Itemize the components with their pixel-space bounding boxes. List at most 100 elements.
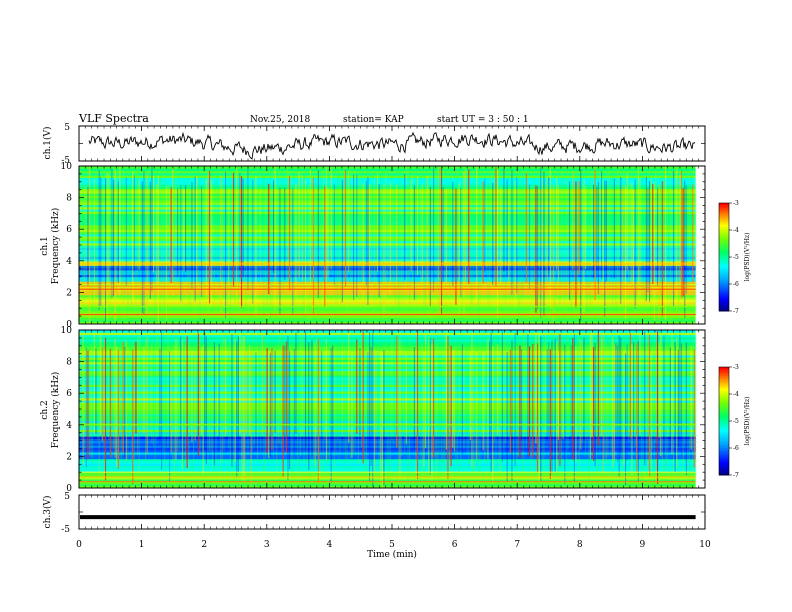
sferic-streak [364, 334, 366, 477]
sferic-streak [529, 184, 531, 290]
frequency-band [79, 175, 696, 178]
sferic-streak [364, 166, 366, 317]
sferic-streak [460, 187, 462, 298]
frequency-band [79, 422, 696, 426]
sferic-streak [185, 185, 187, 273]
colorbar-segment [719, 368, 729, 372]
sferic-streak [581, 331, 583, 443]
sferic-streak [604, 180, 606, 317]
sferic-streak [554, 186, 556, 320]
sferic-streak [292, 340, 294, 479]
frequency-band [79, 303, 696, 307]
frequency-band [79, 433, 696, 437]
sferic-streak [257, 342, 259, 459]
sferic-streak [335, 348, 337, 456]
sferic-streak [135, 172, 137, 316]
colorbar-tick-label: -3 [733, 200, 739, 207]
sferic-streak [489, 182, 491, 309]
sferic-streak [578, 180, 580, 274]
sferic-streak [660, 334, 662, 457]
colorbar-segment [719, 399, 729, 402]
sferic-streak [660, 178, 662, 296]
sferic-streak [225, 338, 227, 437]
frequency-band [79, 372, 696, 376]
sferic-streak [191, 181, 193, 290]
sferic-streak [316, 336, 318, 457]
sferic-streak [473, 180, 475, 284]
sferic-streak [679, 334, 681, 448]
sferic-streak [325, 166, 327, 282]
colorbar-segment [719, 397, 729, 400]
sferic-streak [417, 176, 419, 276]
sferic-streak [642, 349, 644, 488]
colorbar-segment [719, 217, 729, 220]
sferic-streak [188, 342, 190, 474]
colorbar-segment [719, 264, 729, 267]
frequency-band [79, 220, 696, 224]
sferic-streak [268, 183, 270, 295]
sferic-streak [513, 169, 515, 297]
sferic-streak [637, 168, 639, 304]
frequency-band [79, 317, 696, 321]
colorbar-segment [719, 437, 729, 440]
sferic-streak [655, 340, 657, 442]
colorbar-segment [719, 224, 729, 227]
frequency-band [79, 267, 696, 271]
sferic-streak [626, 344, 628, 461]
sferic-streak [479, 174, 481, 316]
sferic-streak [87, 187, 89, 287]
sferic-streak [93, 178, 95, 303]
sferic-streak [335, 188, 337, 318]
sferic-streak [202, 186, 204, 287]
sferic-streak [201, 186, 203, 297]
sferic-streak [250, 350, 252, 486]
sferic-streak [455, 188, 457, 305]
colorbar-segment [719, 255, 729, 258]
colorbar-segment [719, 395, 729, 399]
sferic-streak [109, 348, 111, 458]
frequency-band [79, 472, 696, 476]
sferic-streak [393, 330, 395, 446]
colorbar-segment [719, 235, 729, 238]
sferic-streak [159, 348, 161, 445]
sferic-streak [277, 167, 279, 295]
colorbar-segment [719, 273, 729, 276]
sferic-streak [468, 169, 470, 285]
sferic-streak [487, 337, 489, 459]
y-tick-label: 4 [66, 421, 72, 431]
colorbar-segment [719, 401, 729, 404]
frequency-band [79, 240, 696, 244]
y-tick-label: 2 [66, 452, 72, 462]
sferic-streak [543, 342, 545, 473]
sferic-streak [689, 350, 691, 485]
colorbar-segment [719, 204, 729, 208]
sferic-streak [682, 342, 684, 482]
frequency-band [79, 172, 696, 176]
time-axis: 0 1 2 3 4 5 6 7 8 9 10 [76, 540, 711, 550]
time-tick-label: 0 [76, 540, 82, 550]
colorbar-segment [719, 267, 729, 271]
frequency-band [79, 199, 696, 203]
sferic-streak [82, 177, 84, 312]
y-tick-label: 0 [66, 484, 72, 494]
sferic-streak [209, 352, 211, 451]
sferic-streak [137, 167, 139, 287]
colorbar-segment [719, 271, 729, 274]
sferic-streak [247, 345, 249, 455]
sferic-streak [215, 350, 217, 477]
sferic-streak [495, 166, 497, 287]
colorbar-segment [719, 471, 729, 474]
sferic-streak [285, 341, 287, 454]
sferic-streak [370, 347, 372, 466]
sferic-streak [690, 346, 692, 450]
sferic-streak [666, 338, 668, 470]
sferic-streak [569, 181, 571, 301]
time-axis-label: Time (min) [367, 549, 417, 560]
sferic-streak [516, 348, 518, 477]
sferic-streak [466, 174, 468, 300]
colorbar-segment [719, 466, 729, 469]
sferic-streak [601, 171, 603, 279]
colorbar-segment [719, 305, 729, 308]
sferic-streak [497, 169, 499, 318]
frequency-band [79, 431, 696, 435]
